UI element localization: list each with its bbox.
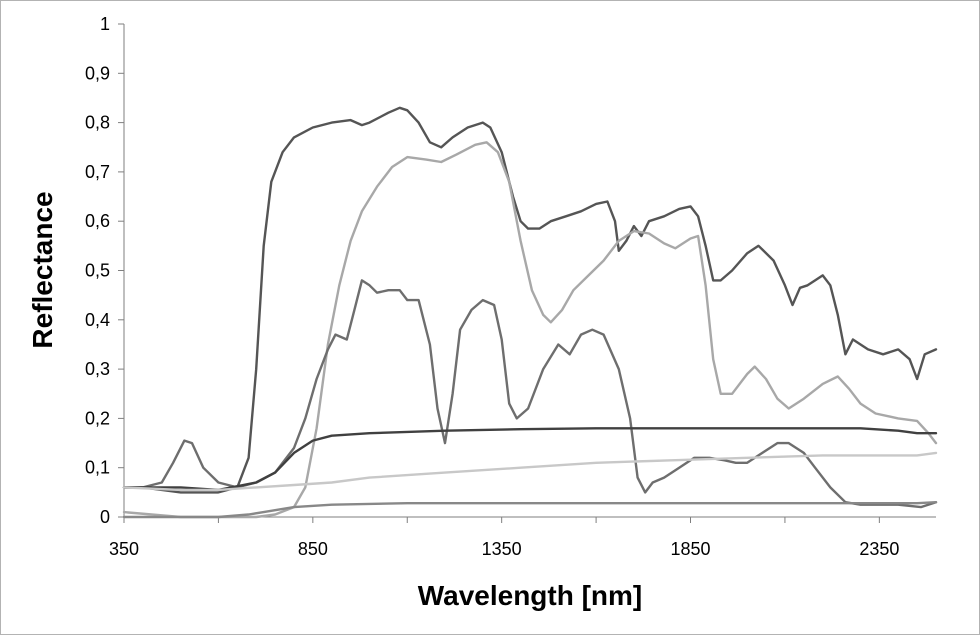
y-tick-label: 0,8: [85, 113, 110, 133]
y-tick-labels: 0 0,1 0,2 0,3 0,4 0,5 0,6 0,7 0,8 0,9 1: [85, 14, 110, 527]
x-tick-label: 850: [298, 539, 328, 559]
series-line-4: [122, 427, 938, 492]
y-tick-label: 0,7: [85, 162, 110, 182]
series-line-6: [122, 501, 938, 519]
y-tick-label: 0,4: [85, 310, 110, 330]
x-tick-label: 350: [109, 539, 139, 559]
series-line-1: [122, 106, 938, 494]
x-tick-label: 1350: [482, 539, 522, 559]
y-tick-label: 0,2: [85, 408, 110, 428]
y-tick-label: 0,6: [85, 211, 110, 231]
y-tick-label: 0,1: [85, 458, 110, 478]
series-line-3: [122, 279, 938, 509]
y-tick-label: 0,3: [85, 359, 110, 379]
series-line-2: [122, 141, 938, 519]
y-tick-label: 1: [100, 14, 110, 34]
series-line-5: [122, 451, 938, 492]
x-axis-title: Wavelength [nm]: [418, 580, 643, 611]
y-axis-title: Reflectance: [27, 191, 58, 348]
x-tick-label: 2350: [859, 539, 899, 559]
y-tick-label: 0,5: [85, 261, 110, 281]
series-lines: [122, 106, 938, 519]
x-tick-labels: 350 850 1350 1850 2350: [109, 539, 899, 559]
x-tick-label: 1850: [670, 539, 710, 559]
y-tick-label: 0,9: [85, 63, 110, 83]
y-tick-label: 0: [100, 507, 110, 527]
